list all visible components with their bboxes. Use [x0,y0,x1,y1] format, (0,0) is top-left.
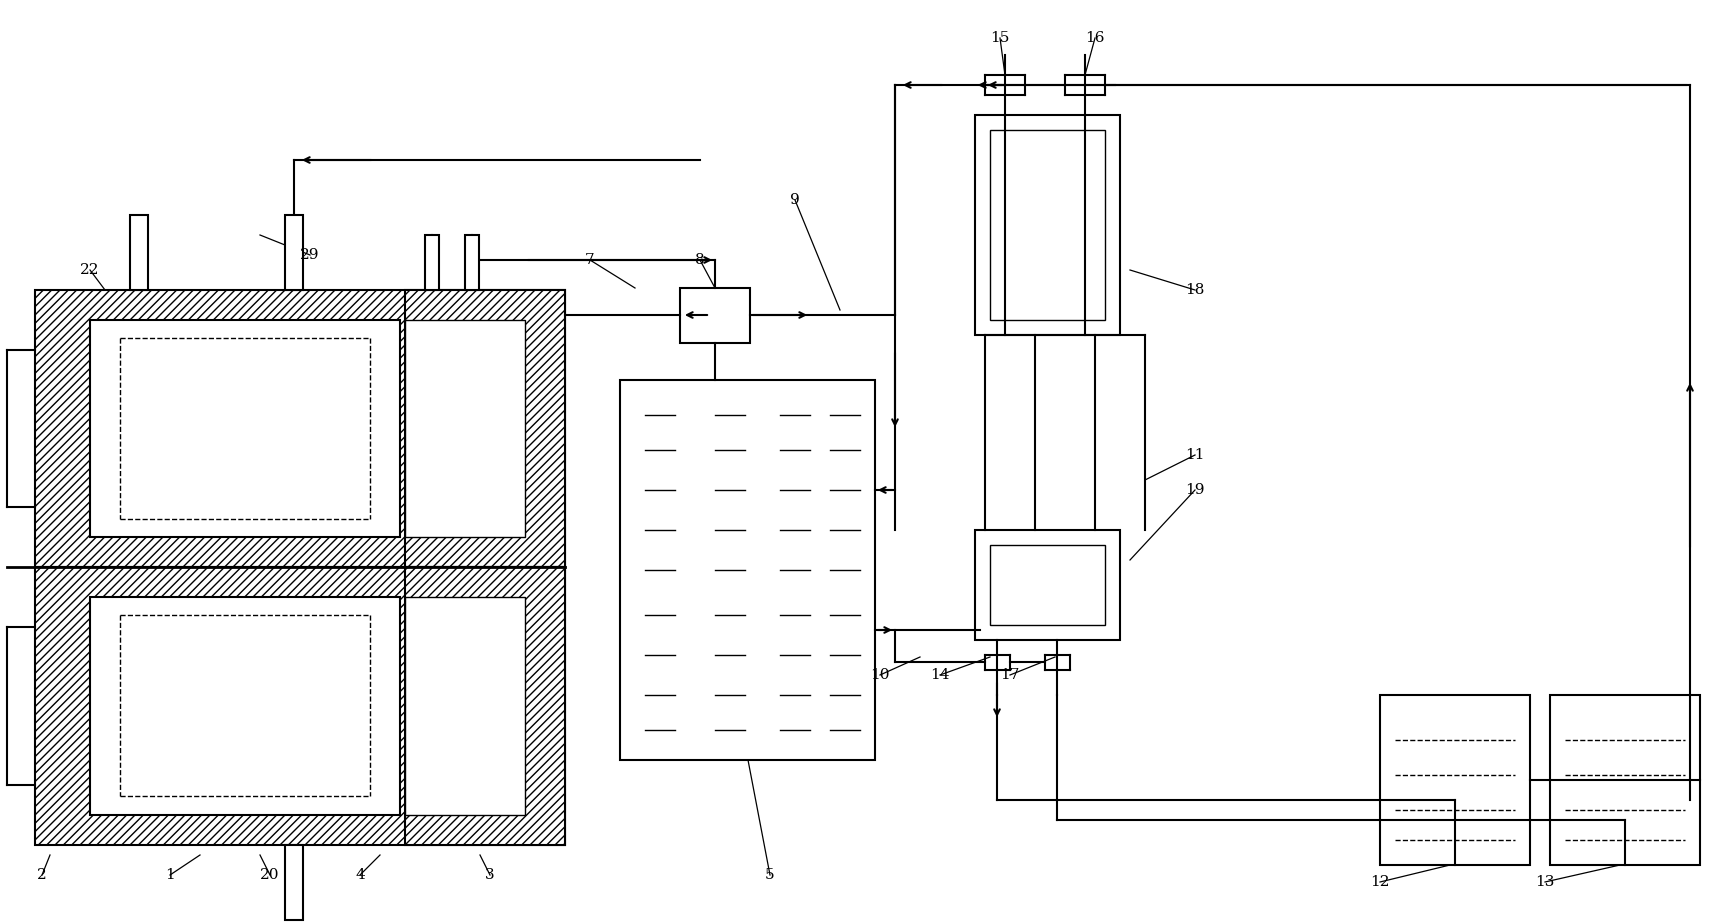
Bar [34,290,566,567]
Bar [466,235,480,290]
Text: 17: 17 [1000,668,1019,682]
Text: 18: 18 [1186,283,1205,297]
Text: 20: 20 [260,868,280,882]
Bar [990,545,1105,625]
Text: 22: 22 [81,263,100,277]
Bar [1380,695,1530,865]
Bar [1551,695,1700,865]
Bar [406,567,566,845]
Text: 8: 8 [694,253,705,267]
Text: 13: 13 [1535,875,1554,889]
Bar [89,320,401,537]
Bar [990,130,1105,320]
Bar [975,530,1121,640]
Bar [89,597,401,815]
Text: 12: 12 [1370,875,1389,889]
Text: 19: 19 [1184,483,1205,497]
Bar [406,597,524,815]
Text: 16: 16 [1085,31,1105,45]
Text: 1: 1 [165,868,175,882]
Text: 11: 11 [1184,448,1205,462]
Text: 5: 5 [765,868,775,882]
Text: 2: 2 [38,868,46,882]
Text: 15: 15 [990,31,1009,45]
Text: 10: 10 [870,668,890,682]
Text: 3: 3 [485,868,495,882]
Bar [285,845,303,920]
Text: 29: 29 [301,248,320,262]
Text: 9: 9 [791,193,799,207]
Bar [131,215,148,290]
Text: 4: 4 [356,868,364,882]
Bar [425,235,438,290]
Text: 7: 7 [584,253,595,267]
Bar [975,115,1121,335]
Bar [681,288,749,343]
Bar [34,567,566,845]
Bar [406,290,566,567]
Text: 14: 14 [930,668,951,682]
Bar [406,320,524,537]
Bar [621,380,875,760]
Bar [285,215,303,290]
